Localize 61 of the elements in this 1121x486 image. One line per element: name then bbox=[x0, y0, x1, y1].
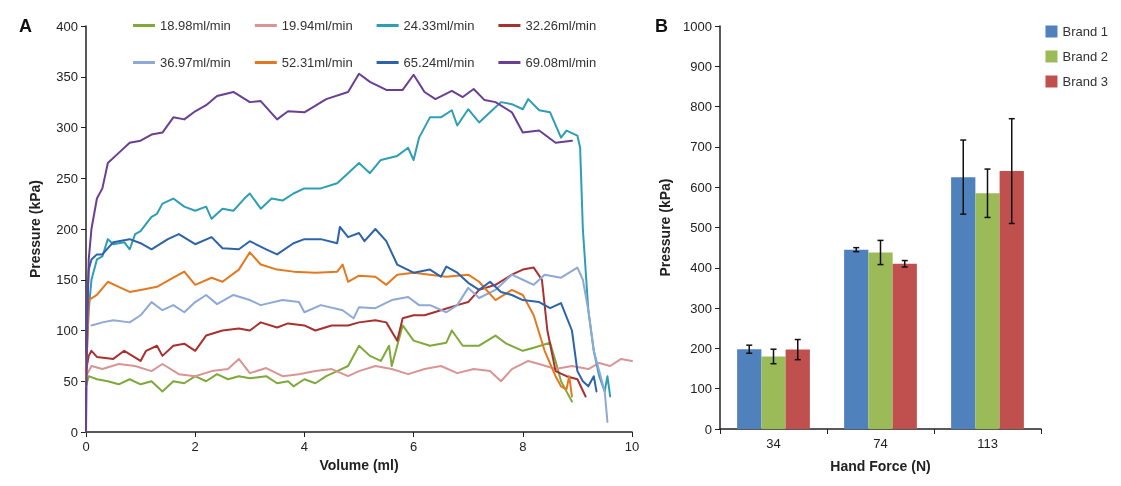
legend-label: 32.26ml/min bbox=[525, 18, 597, 33]
y-tick-label: 100 bbox=[56, 323, 78, 338]
bar bbox=[975, 193, 1000, 429]
bar bbox=[761, 356, 786, 429]
y-tick-label: 400 bbox=[56, 18, 78, 34]
y-tick-label: 400 bbox=[690, 260, 712, 276]
legend-label: 65.24ml/min bbox=[403, 55, 475, 70]
y-axis-title: Pressure (kPa) bbox=[27, 179, 43, 279]
x-tick-label: 4 bbox=[300, 439, 309, 454]
legend-label: 36.97ml/min bbox=[160, 55, 231, 70]
bar bbox=[785, 349, 810, 429]
line-series bbox=[85, 324, 573, 403]
legend-label: Brand 3 bbox=[1062, 74, 1109, 89]
y-tick-label: 1000 bbox=[683, 18, 712, 34]
x-tick-label: 34 bbox=[766, 436, 781, 451]
bar bbox=[951, 177, 976, 429]
y-tick-label: 900 bbox=[690, 58, 712, 74]
line-series bbox=[85, 225, 598, 393]
y-tick-label: 0 bbox=[70, 424, 78, 440]
chart-title: A bbox=[19, 16, 32, 36]
legend-label: 69.08ml/min bbox=[525, 55, 597, 70]
legend-label: Brand 1 bbox=[1062, 24, 1109, 39]
y-tick-label: 600 bbox=[690, 179, 712, 195]
y-tick-label: 250 bbox=[56, 170, 78, 186]
y-tick-label: 150 bbox=[56, 272, 78, 288]
legend-label: Brand 2 bbox=[1062, 49, 1109, 64]
y-tick-label: 50 bbox=[63, 373, 78, 389]
x-tick-label: 113 bbox=[977, 436, 998, 451]
x-tick-label: 6 bbox=[409, 439, 418, 454]
line-series bbox=[85, 72, 573, 433]
legend-label: 52.31ml/min bbox=[281, 55, 353, 70]
legend-label: 19.94ml/min bbox=[281, 18, 353, 33]
x-tick-label: 74 bbox=[873, 436, 888, 451]
legend-label: 24.33ml/min bbox=[403, 18, 475, 33]
line-series bbox=[90, 266, 609, 423]
y-tick-label: 350 bbox=[56, 69, 78, 85]
bar bbox=[844, 249, 869, 429]
x-tick-label: 8 bbox=[519, 439, 527, 454]
y-tick-label: 100 bbox=[690, 381, 712, 397]
x-tick-label: 10 bbox=[624, 439, 640, 454]
legend-label: 18.98ml/min bbox=[160, 18, 231, 33]
y-tick-label: 200 bbox=[56, 221, 78, 237]
y-tick-label: 500 bbox=[690, 220, 712, 235]
line-series bbox=[85, 98, 612, 398]
y-tick-label: 700 bbox=[690, 139, 712, 155]
bar bbox=[999, 171, 1024, 429]
bar bbox=[737, 349, 762, 429]
chart-title: B bbox=[655, 16, 668, 36]
y-tick-label: 0 bbox=[704, 421, 712, 437]
y-tick-label: 300 bbox=[56, 120, 78, 135]
bar bbox=[892, 263, 917, 429]
y-axis-title: Pressure (kPa) bbox=[657, 178, 673, 277]
y-tick-label: 800 bbox=[690, 99, 712, 115]
x-axis-title: Hand Force (N) bbox=[830, 458, 931, 474]
bar bbox=[868, 252, 893, 429]
y-tick-label: 200 bbox=[690, 340, 712, 356]
x-tick-label: 0 bbox=[82, 439, 90, 454]
x-axis-title: Volume (ml) bbox=[319, 457, 399, 473]
x-tick-label: 2 bbox=[191, 439, 199, 454]
y-tick-label: 300 bbox=[690, 300, 712, 316]
line-series bbox=[85, 357, 633, 383]
